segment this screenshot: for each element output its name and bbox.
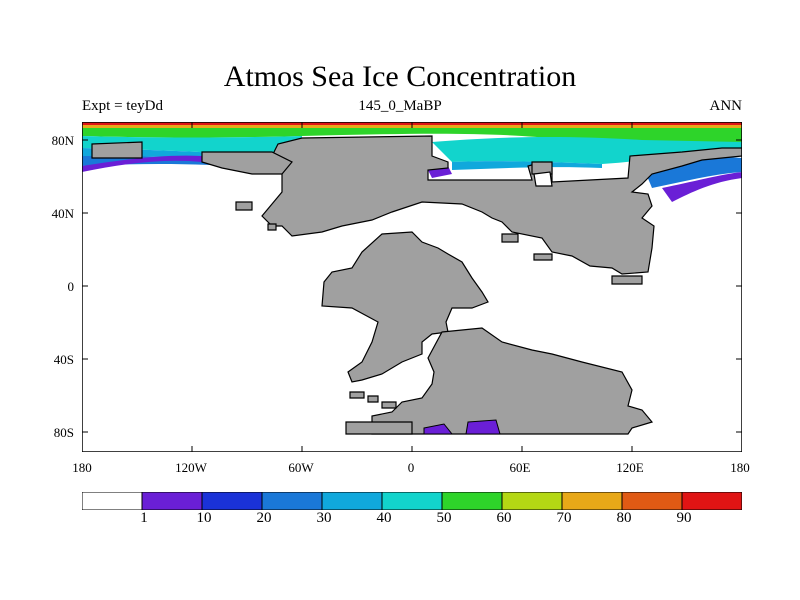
legend-label: 80 bbox=[616, 510, 632, 526]
island bbox=[381, 401, 397, 409]
island bbox=[235, 201, 253, 211]
legend-label: 40 bbox=[376, 510, 392, 526]
ice-band-1-west bbox=[82, 155, 202, 172]
season-label: ANN bbox=[709, 98, 743, 114]
y-tick-label: 80S bbox=[53, 425, 74, 440]
land-gondwana-east bbox=[371, 327, 654, 435]
x-tick-label: 120W bbox=[175, 460, 207, 475]
legend-swatch bbox=[501, 492, 563, 510]
legend-swatch bbox=[441, 492, 503, 510]
legend-swatch bbox=[141, 492, 203, 510]
island bbox=[531, 161, 553, 175]
island bbox=[267, 223, 277, 231]
color-legend-bar bbox=[82, 492, 742, 510]
y-tick-label: 80N bbox=[51, 133, 74, 148]
land-masses bbox=[91, 135, 742, 435]
legend-label: 30 bbox=[316, 510, 332, 526]
experiment-label: Expt = teyDd bbox=[82, 98, 163, 114]
y-tick-label: 40N bbox=[51, 206, 74, 221]
legend-swatch bbox=[681, 492, 742, 510]
legend-label: 1 bbox=[140, 510, 148, 526]
legend-label: 60 bbox=[496, 510, 512, 526]
legend-label: 50 bbox=[436, 510, 452, 526]
legend-label: 20 bbox=[256, 510, 272, 526]
x-tick-label: 60E bbox=[509, 460, 531, 475]
x-tick-label: 60W bbox=[288, 460, 314, 475]
map-title: Atmos Sea Ice Concentration bbox=[223, 60, 577, 93]
ice-band-1-far-east bbox=[662, 172, 742, 202]
island bbox=[349, 391, 365, 399]
legend-swatch bbox=[261, 492, 323, 510]
legend-swatch bbox=[381, 492, 443, 510]
island bbox=[367, 395, 379, 403]
x-tick-label: 180 bbox=[730, 460, 750, 475]
island bbox=[533, 253, 553, 261]
legend-label: 90 bbox=[676, 510, 692, 526]
ice-patch-south bbox=[465, 419, 501, 435]
x-tick-label: 120E bbox=[616, 460, 644, 475]
legend-swatch bbox=[561, 492, 623, 510]
land-arctic-island-west bbox=[91, 141, 143, 159]
sea-ice-map bbox=[82, 122, 742, 452]
y-tick-label: 0 bbox=[67, 279, 75, 294]
legend-label: 70 bbox=[556, 510, 572, 526]
y-tick-label: 40S bbox=[53, 352, 74, 367]
ice-band-40-east bbox=[452, 161, 602, 170]
ice-patch-south bbox=[423, 423, 454, 435]
land-antarctic-west bbox=[345, 421, 413, 435]
legend-swatch bbox=[201, 492, 263, 510]
land-gondwana-west bbox=[321, 231, 489, 383]
legend-label: 10 bbox=[196, 510, 212, 526]
legend-swatch bbox=[321, 492, 383, 510]
period-label: 145_0_MaBP bbox=[358, 98, 442, 114]
legend-swatch bbox=[621, 492, 683, 510]
island bbox=[501, 233, 519, 243]
island bbox=[611, 275, 643, 285]
x-tick-label: 0 bbox=[407, 460, 415, 475]
axis-ticks bbox=[82, 122, 742, 452]
legend-swatch bbox=[82, 492, 143, 510]
lake bbox=[533, 171, 553, 187]
land-arctic-island-central bbox=[201, 151, 293, 175]
x-tick-label: 180 bbox=[72, 460, 92, 475]
